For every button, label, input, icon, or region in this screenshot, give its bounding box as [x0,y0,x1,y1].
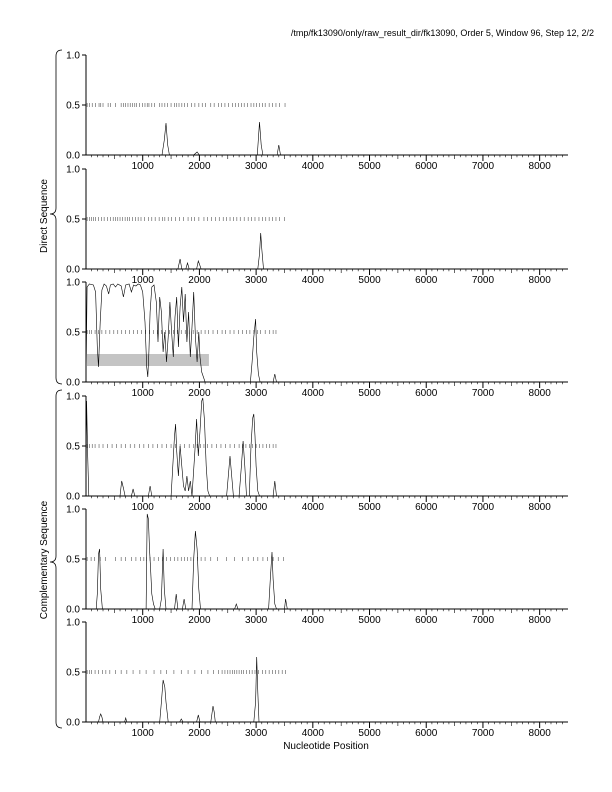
panel-4: 0.0 0.5 1.0 1000 2000 3000 4000 5000 6000 7000 800… [66,392,568,513]
x-tick-label: 4000 [302,388,325,399]
x-tick-label: 6000 [415,615,438,626]
y-tick-label: 0.5 [66,101,80,112]
header-title: /tmp/fk13090/only/raw_result_dir/fk13090… [291,28,594,38]
x-tick-label: 8000 [529,161,552,172]
x-tick-label: 5000 [358,161,381,172]
complementary-sequence-brace [49,389,63,729]
x-tick-label: 1000 [132,615,155,626]
x-tick-label: 3000 [245,615,268,626]
x-tick-label: 4000 [302,728,325,739]
x-tick-label: 1000 [132,502,155,513]
direct-sequence-brace [49,49,63,385]
x-tick-label: 3000 [245,728,268,739]
x-tick-label: 1000 [132,275,155,286]
highlight-band [87,354,209,366]
x-tick-label: 8000 [529,275,552,286]
x-tick-label: 7000 [472,275,495,286]
x-tick-label: 4000 [302,275,325,286]
x-tick-label: 2000 [188,388,211,399]
x-tick-label: 7000 [472,615,495,626]
x-tick-label: 8000 [529,388,552,399]
x-tick-label: 2000 [188,161,211,172]
x-tick-label: 2000 [188,502,211,513]
direct-sequence-label: Direct Sequence [39,179,50,253]
x-tick-label: 4000 [302,502,325,513]
y-tick-label: 0.0 [66,151,80,162]
x-tick-label: 4000 [302,161,325,172]
x-tick-label: 3000 [245,275,268,286]
x-tick-label: 6000 [415,502,438,513]
x-tick-label: 6000 [415,388,438,399]
x-tick-label: 3000 [245,161,268,172]
y-tick-label: 1.0 [66,618,80,629]
x-tick-label: 4000 [302,615,325,626]
x-tick-label: 8000 [529,728,552,739]
panel-2: 0.0 0.5 1.0 1000 2000 3000 4000 5000 6000 7000 800… [66,165,568,286]
series-line [86,513,568,610]
x-tick-label: 5000 [358,728,381,739]
series-line [86,121,568,156]
x-tick-label: 5000 [358,615,381,626]
panels: 0.0 0.5 1.0 1000 2000 3000 4000 5000 6000 7000 800… [66,51,568,739]
x-tick-label: 8000 [529,502,552,513]
panel-6: 0.0 0.5 1.0 1000 2000 3000 4000 5000 6000 7000 800… [66,618,568,739]
y-tick-label: 0.0 [66,492,80,503]
x-tick-label: 3000 [245,388,268,399]
y-tick-label: 0.0 [66,265,80,276]
y-tick-label: 0.5 [66,328,80,339]
x-tick-label: 6000 [415,161,438,172]
x-tick-label: 8000 [529,615,552,626]
y-tick-label: 1.0 [66,51,80,62]
y-tick-label: 0.0 [66,378,80,389]
panel-1: 0.0 0.5 1.0 1000 2000 3000 4000 5000 6000 7000 800… [66,51,568,172]
y-tick-label: 1.0 [66,505,80,516]
x-tick-label: 7000 [472,161,495,172]
x-tick-label: 2000 [188,728,211,739]
x-tick-label: 5000 [358,275,381,286]
y-tick-label: 1.0 [66,165,80,176]
series-line [86,232,568,270]
x-tick-label: 1000 [132,388,155,399]
x-tick-label: 6000 [415,275,438,286]
y-tick-label: 1.0 [66,392,80,403]
x-tick-label: 1000 [132,161,155,172]
x-axis-label: Nucleotide Position [283,741,369,752]
complementary-sequence-label: Complementary Sequence [39,500,50,619]
series-line [85,283,568,383]
y-tick-label: 0.5 [66,442,80,453]
y-tick-label: 0.5 [66,555,80,566]
series-line [85,397,568,497]
x-tick-label: 1000 [132,728,155,739]
x-tick-label: 6000 [415,728,438,739]
x-tick-label: 7000 [472,502,495,513]
series-line [86,656,568,723]
x-tick-label: 5000 [358,502,381,513]
x-tick-label: 2000 [188,615,211,626]
x-tick-label: 3000 [245,502,268,513]
y-tick-label: 0.5 [66,215,80,226]
y-tick-label: 0.5 [66,668,80,679]
y-tick-label: 0.0 [66,605,80,616]
panel-3: 0.0 0.5 1.0 1000 2000 3000 4000 5000 6000 7000 800… [66,278,568,399]
x-tick-label: 7000 [472,388,495,399]
panel-5: 0.0 0.5 1.0 1000 2000 3000 4000 5000 6000 7000 800… [66,505,568,626]
x-tick-label: 5000 [358,388,381,399]
y-tick-label: 1.0 [66,278,80,289]
y-tick-label: 0.0 [66,718,80,729]
x-tick-label: 7000 [472,728,495,739]
x-tick-label: 2000 [188,275,211,286]
